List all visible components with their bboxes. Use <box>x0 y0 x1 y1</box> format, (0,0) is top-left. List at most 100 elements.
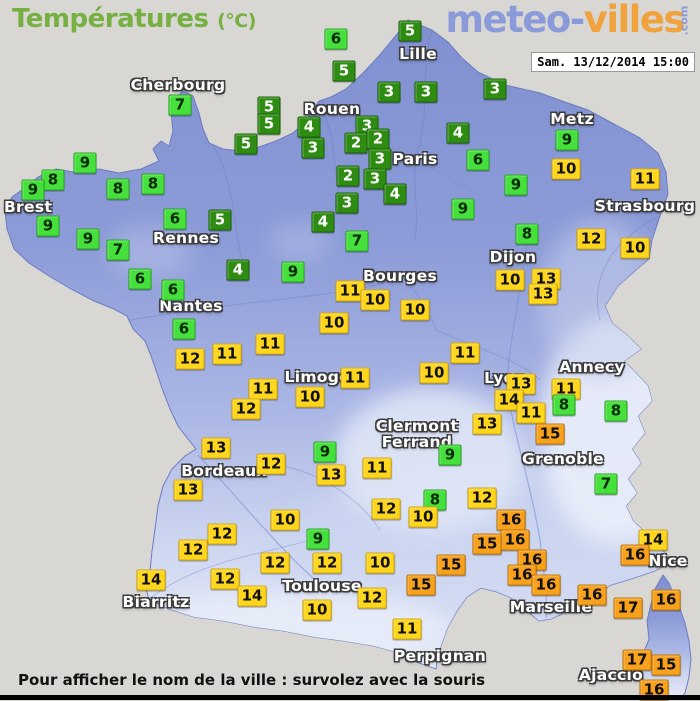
temp-marker[interactable]: 14 <box>237 585 267 607</box>
temp-marker[interactable]: 11 <box>340 367 370 389</box>
temp-marker[interactable]: 7 <box>345 230 369 252</box>
temp-marker[interactable]: 10 <box>270 509 300 531</box>
temp-marker[interactable]: 12 <box>357 587 387 609</box>
temp-marker[interactable]: 4 <box>297 116 321 138</box>
temp-marker[interactable]: 16 <box>500 529 530 551</box>
temp-marker[interactable]: 12 <box>178 539 208 561</box>
temp-marker[interactable]: 8 <box>515 223 539 245</box>
temp-marker[interactable]: 4 <box>383 183 407 205</box>
temp-marker[interactable]: 12 <box>256 453 286 475</box>
temp-marker[interactable]: 2 <box>366 128 390 150</box>
temp-marker[interactable]: 12 <box>371 498 401 520</box>
temp-marker[interactable]: 15 <box>535 423 565 445</box>
temp-marker[interactable]: 11 <box>392 618 422 640</box>
temp-marker[interactable]: 13 <box>316 464 346 486</box>
temp-marker[interactable]: 5 <box>398 20 422 42</box>
temp-marker[interactable]: 4 <box>311 211 335 233</box>
temp-marker[interactable]: 9 <box>438 444 462 466</box>
temp-marker[interactable]: 12 <box>210 568 240 590</box>
temp-marker[interactable]: 7 <box>106 239 130 261</box>
temp-marker[interactable]: 10 <box>319 312 349 334</box>
temp-marker[interactable]: 11 <box>255 333 285 355</box>
temp-marker[interactable]: 15 <box>472 533 502 555</box>
temp-marker[interactable]: 9 <box>451 198 475 220</box>
temp-marker[interactable]: 10 <box>419 362 449 384</box>
temp-marker[interactable]: 12 <box>207 523 237 545</box>
temp-marker[interactable]: 14 <box>494 389 524 411</box>
temp-marker[interactable]: 17 <box>613 597 643 619</box>
temp-marker[interactable]: 7 <box>594 473 618 495</box>
temp-marker[interactable]: 3 <box>414 81 438 103</box>
temp-marker[interactable]: 10 <box>408 506 438 528</box>
temp-marker[interactable]: 6 <box>161 279 185 301</box>
temp-marker[interactable]: 11 <box>450 342 480 364</box>
temp-marker[interactable]: 8 <box>552 394 576 416</box>
temp-marker[interactable]: 4 <box>226 259 250 281</box>
temp-marker[interactable]: 13 <box>528 283 558 305</box>
temp-marker[interactable]: 3 <box>377 81 401 103</box>
temp-marker[interactable]: 9 <box>73 152 97 174</box>
temp-marker[interactable]: 8 <box>41 169 65 191</box>
temp-marker[interactable]: 6 <box>128 268 152 290</box>
temp-marker[interactable]: 10 <box>302 599 332 621</box>
temp-marker[interactable]: 6 <box>163 208 187 230</box>
temp-marker[interactable]: 3 <box>368 148 392 170</box>
temp-marker[interactable]: 3 <box>301 137 325 159</box>
temp-marker[interactable]: 2 <box>336 165 360 187</box>
temp-marker[interactable]: 10 <box>495 269 525 291</box>
temp-marker[interactable]: 5 <box>332 60 356 82</box>
temp-marker[interactable]: 15 <box>436 554 466 576</box>
temp-marker[interactable]: 16 <box>620 544 650 566</box>
temp-marker[interactable]: 11 <box>212 343 242 365</box>
temp-marker[interactable]: 6 <box>466 149 490 171</box>
temp-marker[interactable]: 11 <box>516 402 546 424</box>
temp-marker[interactable]: 13 <box>472 413 502 435</box>
temp-marker[interactable]: 15 <box>651 654 681 676</box>
temp-marker[interactable]: 14 <box>136 569 166 591</box>
temp-marker[interactable]: 10 <box>295 386 325 408</box>
temp-marker[interactable]: 16 <box>496 509 526 531</box>
temp-marker[interactable]: 17 <box>622 649 652 671</box>
temp-marker[interactable]: 10 <box>620 237 650 259</box>
temp-marker[interactable]: 12 <box>467 487 497 509</box>
temp-marker[interactable]: 6 <box>172 318 196 340</box>
temp-marker[interactable]: 9 <box>504 174 528 196</box>
temp-marker[interactable]: 10 <box>360 289 390 311</box>
temp-marker[interactable]: 3 <box>335 192 359 214</box>
temp-marker[interactable]: 8 <box>141 173 165 195</box>
temp-marker[interactable]: 16 <box>531 574 561 596</box>
temp-marker[interactable]: 4 <box>446 122 470 144</box>
temp-marker[interactable]: 2 <box>344 132 368 154</box>
temp-marker[interactable]: 16 <box>577 584 607 606</box>
temp-marker[interactable]: 9 <box>76 228 100 250</box>
temp-marker[interactable]: 11 <box>248 378 278 400</box>
temp-marker[interactable]: 9 <box>281 261 305 283</box>
temp-marker[interactable]: 9 <box>555 129 579 151</box>
temp-marker[interactable]: 8 <box>106 178 130 200</box>
temp-marker[interactable]: 9 <box>306 528 330 550</box>
temp-marker[interactable]: 9 <box>36 215 60 237</box>
temp-marker[interactable]: 8 <box>604 400 628 422</box>
temp-marker[interactable]: 10 <box>400 299 430 321</box>
temp-marker[interactable]: 12 <box>312 552 342 574</box>
temp-marker[interactable]: 10 <box>551 158 581 180</box>
temp-marker[interactable]: 15 <box>406 574 436 596</box>
temp-marker[interactable]: 7 <box>168 94 192 116</box>
temp-marker[interactable]: 11 <box>335 280 365 302</box>
temp-marker[interactable]: 9 <box>21 179 45 201</box>
temp-marker[interactable]: 13 <box>201 437 231 459</box>
temp-marker[interactable]: 12 <box>260 552 290 574</box>
temp-marker[interactable]: 5 <box>234 133 258 155</box>
temp-marker[interactable]: 3 <box>363 168 387 190</box>
temp-marker[interactable]: 11 <box>630 168 660 190</box>
temp-marker[interactable]: 16 <box>651 589 681 611</box>
temp-marker[interactable]: 12 <box>231 398 261 420</box>
temp-marker[interactable]: 6 <box>324 28 348 50</box>
temp-marker[interactable]: 12 <box>576 228 606 250</box>
temp-marker[interactable]: 5 <box>257 113 281 135</box>
temp-marker[interactable]: 12 <box>175 348 205 370</box>
temp-marker[interactable]: 13 <box>173 479 203 501</box>
temp-marker[interactable]: 3 <box>483 78 507 100</box>
temp-marker[interactable]: 11 <box>362 457 392 479</box>
temp-marker[interactable]: 5 <box>208 209 232 231</box>
